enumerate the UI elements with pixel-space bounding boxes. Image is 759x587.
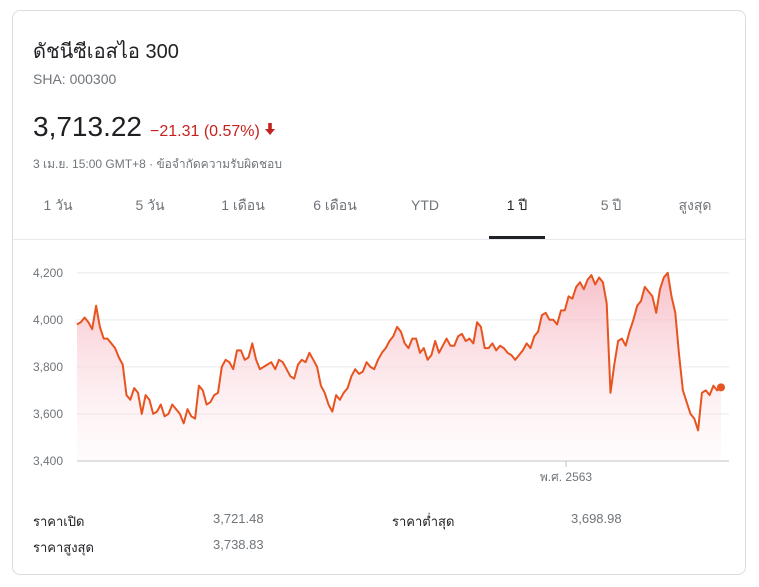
tab-ytd[interactable]: YTD: [411, 197, 439, 213]
timestamp: 3 เม.ย. 15:00 GMT+8: [33, 157, 146, 171]
tab-5-days[interactable]: 5 วัน: [135, 197, 165, 213]
chart-svg[interactable]: 4,200 4,000 3,800 3,600 3,400 พ.ศ. 2563: [13, 251, 745, 501]
area-fill: [77, 272, 721, 461]
stat-low-label: ราคาต่ำสุด: [392, 514, 455, 529]
down-arrow-icon: [264, 122, 276, 140]
index-title: ดัชนีซีเอสไอ 300: [33, 41, 179, 63]
price-change: −21.31 (0.57%): [150, 123, 260, 140]
timestamp-line: 3 เม.ย. 15:00 GMT+8 · ข้อจำกัดความรับผิด…: [33, 155, 282, 174]
ticker-symbol: SHA: 000300: [33, 71, 117, 87]
y-tick-label: 3,400: [33, 454, 63, 468]
y-tick-label: 3,600: [33, 407, 63, 421]
stat-open-value: 3,721.48: [213, 511, 264, 526]
stat-high-label: ราคาสูงสุด: [33, 540, 94, 555]
tab-1-month[interactable]: 1 เดือน: [221, 197, 265, 213]
stat-high-value: 3,738.83: [213, 537, 264, 552]
stat-open-label: ราคาเปิด: [33, 514, 85, 529]
price-chart[interactable]: 4,200 4,000 3,800 3,600 3,400 พ.ศ. 2563: [13, 251, 745, 501]
tab-1-year[interactable]: 1 ปี: [489, 193, 545, 239]
stock-card: ดัชนีซีเอสไอ 300 SHA: 000300 3,713.22 −2…: [12, 10, 746, 575]
stat-low-value: 3,698.98: [571, 511, 622, 526]
disclaimer-link[interactable]: ข้อจำกัดความรับผิดชอบ: [156, 157, 282, 171]
price-line: [76, 271, 722, 432]
y-tick-label: 4,000: [33, 313, 63, 327]
last-price-dot: [717, 383, 725, 392]
tab-6-months[interactable]: 6 เดือน: [313, 197, 357, 213]
tab-5-years[interactable]: 5 ปี: [600, 197, 622, 213]
range-tabs: 1 วัน 5 วัน 1 เดือน 6 เดือน YTD 1 ปี 5 ป…: [13, 193, 745, 240]
current-price: 3,713.22: [33, 111, 142, 142]
price-row: 3,713.22 −21.31 (0.57%): [33, 111, 276, 143]
tab-max[interactable]: สูงสุด: [678, 197, 712, 213]
y-tick-label: 3,800: [33, 360, 63, 374]
separator: ·: [145, 157, 157, 171]
tab-1-day[interactable]: 1 วัน: [43, 197, 73, 213]
active-tab-indicator: [489, 236, 545, 239]
x-tick-label: พ.ศ. 2563: [540, 470, 593, 484]
y-tick-label: 4,200: [33, 266, 63, 280]
